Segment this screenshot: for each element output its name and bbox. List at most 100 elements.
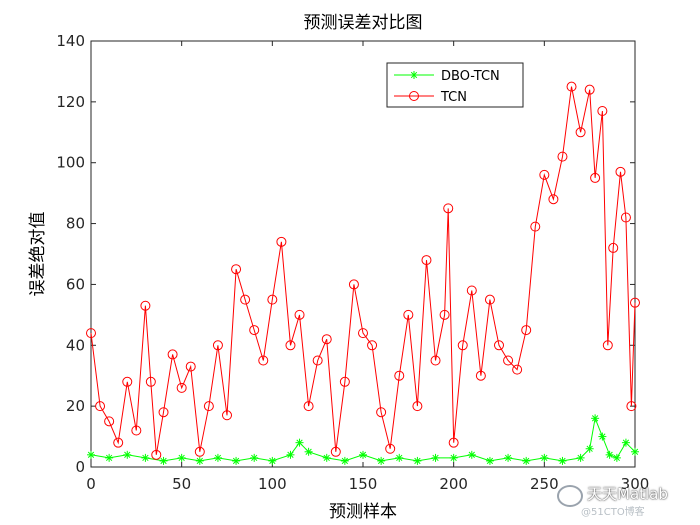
- data-point-dbo-tcn: [485, 456, 494, 465]
- data-point-tcn: [339, 376, 350, 387]
- data-point-tcn: [167, 349, 178, 360]
- x-tick-label: 250: [530, 475, 559, 493]
- data-point-tcn: [530, 221, 541, 232]
- data-point-tcn: [484, 294, 495, 305]
- data-point-dbo-tcn: [576, 453, 585, 462]
- data-point-tcn: [321, 334, 332, 345]
- data-point-dbo-tcn: [631, 447, 639, 456]
- data-point-tcn: [630, 297, 640, 308]
- data-point-tcn: [312, 355, 323, 366]
- data-point-tcn: [503, 355, 514, 366]
- data-point-dbo-tcn: [591, 414, 600, 423]
- data-point-tcn: [430, 355, 441, 366]
- data-point-tcn: [597, 105, 608, 116]
- plot-frame: [90, 40, 636, 468]
- x-axis-label: 预测样本: [329, 502, 397, 522]
- wechat-icon: [557, 485, 583, 507]
- legend-item-tcn: TCN: [394, 90, 467, 105]
- y-tick-label: 60: [66, 275, 85, 293]
- y-tick-label: 0: [75, 458, 85, 476]
- data-point-tcn: [376, 407, 387, 418]
- series-layer: [86, 81, 640, 465]
- data-point-dbo-tcn: [286, 450, 295, 459]
- data-point-dbo-tcn: [159, 456, 168, 465]
- data-point-tcn: [203, 401, 214, 412]
- data-point-tcn: [240, 294, 251, 305]
- data-point-tcn: [104, 416, 115, 427]
- data-point-tcn: [358, 328, 368, 339]
- x-tick-label: 200: [439, 475, 468, 493]
- watermark-sub: @51CTO博客: [581, 507, 645, 518]
- data-point-tcn: [276, 236, 287, 247]
- legend-box: [386, 62, 524, 108]
- legend-item-dbo-tcn: DBO-TCN: [394, 69, 500, 84]
- data-point-tcn: [615, 166, 626, 177]
- data-point-tcn: [421, 255, 432, 266]
- y-tick-label: 120: [56, 93, 85, 111]
- data-point-tcn: [394, 370, 405, 381]
- data-point-tcn: [113, 437, 124, 448]
- data-point-tcn: [439, 309, 450, 320]
- data-point-dbo-tcn: [621, 438, 630, 447]
- data-point-tcn: [412, 401, 423, 412]
- data-point-dbo-tcn: [322, 453, 331, 462]
- axis-ticks: 0 50 100 150 200 250 300 0 20 40 60 80 100 120 140: [56, 32, 649, 493]
- data-point-tcn: [557, 151, 568, 162]
- x-tick-label: 150: [349, 475, 378, 493]
- x-tick-label: 100: [258, 475, 287, 493]
- data-point-dbo-tcn: [213, 453, 222, 462]
- data-point-dbo-tcn: [359, 450, 367, 459]
- data-point-tcn: [194, 446, 205, 457]
- data-point-dbo-tcn: [177, 453, 186, 462]
- y-tick-label: 20: [66, 397, 85, 415]
- data-point-tcn: [448, 437, 459, 448]
- data-point-tcn: [249, 325, 260, 336]
- data-point-tcn: [539, 169, 550, 180]
- data-point-tcn: [602, 340, 613, 351]
- data-point-dbo-tcn: [395, 453, 404, 462]
- chart-title: 预测误差对比图: [304, 13, 423, 33]
- data-point-tcn: [185, 361, 196, 372]
- data-point-tcn: [222, 410, 232, 421]
- data-point-dbo-tcn: [585, 444, 594, 453]
- data-point-tcn: [267, 294, 278, 305]
- watermark-name: 天天Matlab: [587, 485, 668, 503]
- data-point-tcn: [590, 172, 601, 183]
- data-point-tcn: [385, 443, 396, 454]
- data-point-tcn: [95, 401, 106, 412]
- data-point-dbo-tcn: [195, 456, 204, 465]
- data-point-dbo-tcn: [304, 447, 313, 456]
- data-point-tcn: [584, 84, 595, 95]
- y-tick-label: 40: [66, 336, 85, 354]
- data-point-tcn: [258, 355, 269, 366]
- data-point-dbo-tcn: [250, 453, 259, 462]
- data-point-dbo-tcn: [612, 453, 621, 462]
- data-point-tcn: [231, 264, 242, 275]
- data-point-tcn: [475, 370, 486, 381]
- y-tick-label: 140: [56, 32, 85, 50]
- data-point-dbo-tcn: [232, 456, 241, 465]
- data-point-dbo-tcn: [141, 453, 150, 462]
- series-line-tcn: [90, 86, 636, 455]
- data-point-tcn: [285, 340, 296, 351]
- data-point-tcn: [626, 401, 637, 412]
- series-tcn: [86, 81, 640, 460]
- data-point-tcn: [443, 203, 454, 214]
- series-line-dbo-tcn: [90, 416, 636, 462]
- legend-label-dbo-tcn: DBO-TCN: [441, 69, 500, 84]
- x-tick-label: 300: [621, 475, 650, 493]
- data-point-tcn: [303, 401, 314, 412]
- legend-marker-dbo-tcn: [410, 71, 418, 79]
- data-point-tcn: [151, 449, 162, 460]
- data-point-dbo-tcn: [377, 456, 386, 465]
- data-point-tcn: [145, 376, 156, 387]
- x-tick-label: 50: [172, 475, 191, 493]
- data-point-tcn: [176, 382, 187, 393]
- y-tick-label: 100: [56, 154, 85, 172]
- data-point-tcn: [608, 242, 619, 253]
- x-tick-label: 0: [86, 475, 96, 493]
- data-point-tcn: [494, 340, 504, 351]
- data-point-dbo-tcn: [413, 456, 422, 465]
- data-point-dbo-tcn: [340, 456, 349, 465]
- plot-area: [90, 40, 636, 468]
